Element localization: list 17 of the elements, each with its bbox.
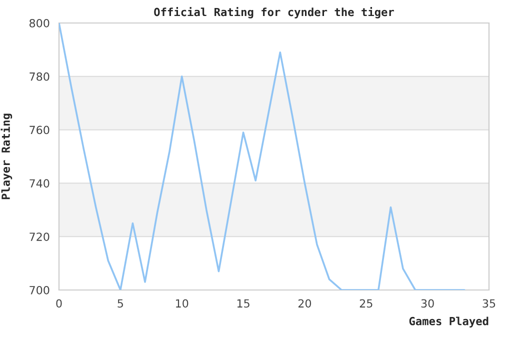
x-tick-label: 10 [176, 299, 188, 308]
x-tick-label: 15 [237, 299, 250, 308]
y-tick-label: 700 [30, 286, 50, 294]
y-tick-label: 760 [30, 126, 50, 134]
y-tick-label: 740 [30, 179, 50, 188]
y-tick-label: 720 [30, 232, 50, 241]
x-tick-label: 30 [421, 299, 434, 308]
y-tick-label: 780 [30, 72, 50, 81]
x-tick-label: 25 [360, 299, 372, 308]
x-tick-label: 5 [118, 299, 123, 308]
x-tick-label: 20 [298, 299, 312, 308]
x-tick-label: 35 [482, 299, 496, 308]
y-axis-title: Player Rating [0, 114, 12, 200]
x-tick-label: 0 [56, 299, 62, 308]
y-tick-label: 800 [30, 18, 50, 28]
chart-title: Official Rating for cynder the tiger [154, 7, 394, 18]
x-axis-title: Games Played [409, 316, 488, 328]
